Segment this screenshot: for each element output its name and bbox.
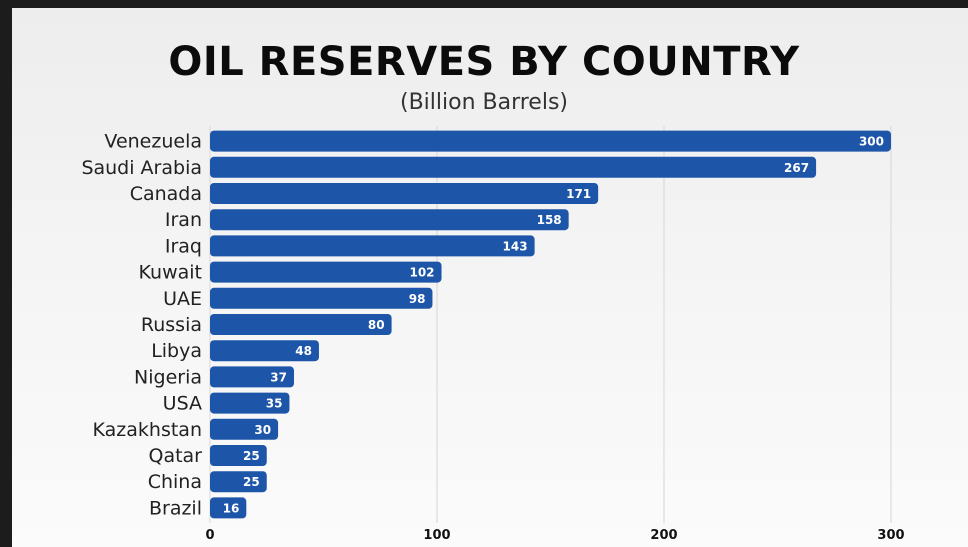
category-label: Venezuela — [104, 131, 202, 153]
bar-value-label: 25 — [243, 475, 260, 489]
bar — [210, 314, 392, 335]
category-label: Canada — [130, 183, 202, 205]
category-label: China — [148, 471, 202, 493]
category-label: UAE — [163, 288, 202, 310]
bar — [210, 340, 319, 362]
x-tick-label: 100 — [423, 528, 450, 543]
bar-value-label: 300 — [859, 135, 884, 149]
x-tick-label: 300 — [877, 528, 904, 543]
bar — [210, 445, 267, 466]
x-tick-label: 0 — [205, 528, 214, 543]
category-label: Iraq — [165, 235, 202, 257]
category-label: Iran — [165, 209, 202, 231]
category-label: Saudi Arabia — [81, 157, 202, 179]
bar-value-label: 80 — [368, 318, 385, 332]
x-tick-label: 200 — [650, 528, 677, 543]
bar — [210, 156, 817, 178]
bar — [210, 235, 535, 257]
bar — [210, 183, 599, 204]
bar-value-label: 171 — [566, 187, 591, 201]
category-label: Qatar — [148, 445, 202, 467]
bar — [210, 497, 247, 519]
bar-value-label: 48 — [295, 344, 312, 358]
category-label: Kazakhstan — [93, 419, 202, 441]
bar-value-label: 143 — [503, 239, 528, 253]
bar-value-label: 158 — [537, 213, 562, 227]
chart-subtitle: (Billion Barrels) — [399, 90, 568, 115]
category-label: Kuwait — [139, 262, 202, 284]
bar — [210, 261, 442, 283]
bar-value-label: 98 — [409, 292, 426, 306]
bar — [210, 209, 569, 231]
category-label: Libya — [151, 340, 202, 362]
chart-title: OIL RESERVES BY COUNTRY — [168, 39, 800, 85]
category-labels: Venezuela Saudi Arabia Canada Iran Iraq Kuwai… — [81, 131, 202, 520]
bar-value-label: 102 — [409, 266, 434, 280]
category-label: Nigeria — [134, 366, 202, 388]
bar-value-label: 25 — [243, 449, 260, 463]
bar-value-label: 37 — [270, 370, 287, 384]
bar — [210, 418, 279, 440]
bar — [210, 366, 294, 388]
category-label: Russia — [141, 314, 202, 336]
bar-value-label: 35 — [266, 397, 283, 411]
bar-value-label: 16 — [223, 501, 240, 515]
bar — [210, 471, 267, 493]
bar-value-label: 30 — [254, 423, 271, 437]
category-label: Brazil — [149, 497, 202, 519]
chart-panel — [12, 8, 968, 547]
bar — [210, 287, 433, 309]
bar-value-label: 267 — [784, 161, 809, 175]
bar — [210, 392, 290, 414]
category-label: USA — [163, 393, 202, 415]
x-axis-ticks: 0 100 200 300 — [205, 528, 904, 543]
bar — [210, 130, 891, 152]
